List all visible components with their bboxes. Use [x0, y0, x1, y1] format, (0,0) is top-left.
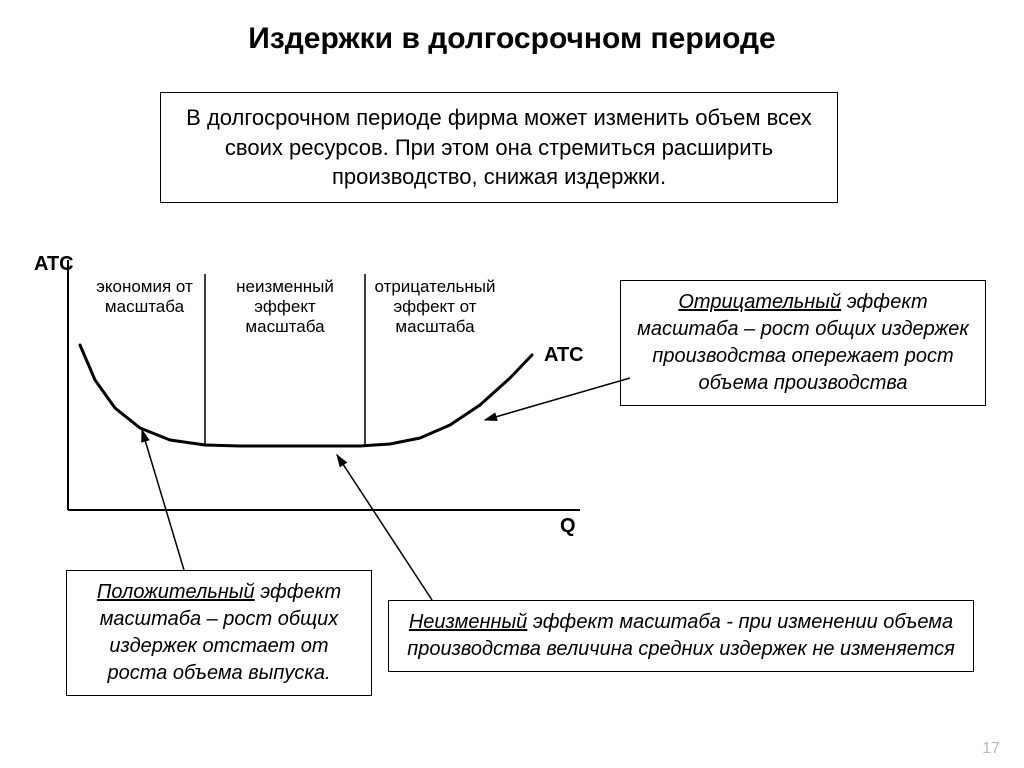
callout-constant: Неизменный эффект масштаба - при изменен…: [388, 600, 974, 672]
svg-text:масштаба: масштаба: [105, 297, 185, 316]
callout-constant-term: Неизменный: [409, 611, 527, 633]
svg-text:масштаба: масштаба: [395, 317, 475, 336]
page-title: Издержки в долгосрочном периоде: [0, 22, 1024, 56]
svg-text:ATC: ATC: [34, 253, 74, 275]
svg-text:экономия от: экономия от: [96, 277, 193, 296]
svg-text:ATC: ATC: [544, 344, 584, 366]
svg-text:Q: Q: [560, 515, 576, 537]
page-number: 17: [982, 740, 1000, 758]
callout-positive: Положительный эффект масштаба – рост общ…: [66, 570, 372, 696]
title-text: Издержки в долгосрочном периоде: [248, 22, 776, 55]
svg-text:эффект от: эффект от: [393, 297, 476, 316]
slide: Издержки в долгосрочном периоде В долгос…: [0, 0, 1024, 768]
svg-text:эффект: эффект: [254, 297, 316, 316]
intro-text: В долгосрочном периоде фирма может измен…: [186, 105, 812, 189]
callout-negative-term: Отрицательный: [678, 291, 841, 313]
svg-text:неизменный: неизменный: [236, 277, 334, 296]
intro-box: В долгосрочном периоде фирма может измен…: [160, 92, 838, 203]
svg-text:масштаба: масштаба: [245, 317, 325, 336]
atc-chart: ATCQATCэкономия отмасштабанеизменныйэффе…: [20, 250, 590, 538]
callout-negative: Отрицательный эффект масштаба – рост общ…: [620, 280, 986, 406]
svg-text:отрицательный: отрицательный: [374, 277, 495, 296]
callout-positive-term: Положительный: [97, 581, 255, 603]
